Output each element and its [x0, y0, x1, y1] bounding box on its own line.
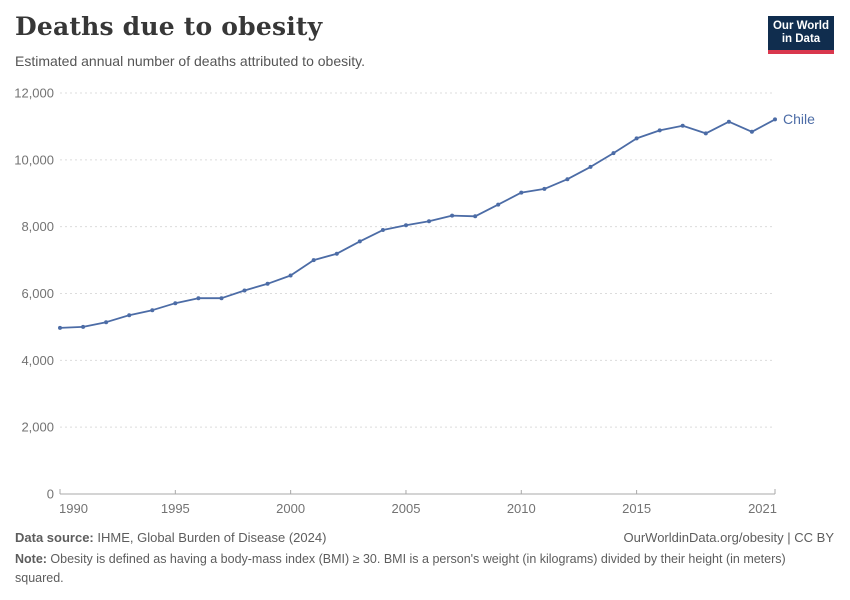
data-point-chile-1998[interactable] [242, 288, 247, 293]
data-point-chile-2013[interactable] [588, 164, 593, 169]
data-point-chile-1992[interactable] [104, 320, 109, 325]
data-point-chile-2008[interactable] [473, 214, 478, 219]
x-tick-label-2015: 2015 [622, 501, 651, 516]
series-end-label-chile[interactable]: Chile [783, 111, 815, 127]
y-tick-label-12000: 12,000 [14, 86, 54, 101]
data-point-chile-2002[interactable] [334, 251, 339, 256]
data-point-chile-1991[interactable] [81, 324, 86, 329]
data-point-chile-2018[interactable] [703, 131, 708, 136]
x-tick-label-2021: 2021 [748, 501, 777, 516]
data-point-chile-2021[interactable] [773, 117, 777, 122]
owid-logo-line2: in Data [781, 33, 821, 45]
owid-url-link[interactable]: OurWorldinData.org/obesity | CC BY [623, 530, 835, 545]
data-point-chile-2019[interactable] [726, 119, 731, 124]
x-tick-label-2000: 2000 [276, 501, 305, 516]
y-tick-label-2000: 2,000 [21, 420, 54, 435]
x-tick-label-1990: 1990 [59, 501, 88, 516]
data-point-chile-1996[interactable] [196, 296, 201, 301]
y-tick-label-8000: 8,000 [21, 219, 54, 234]
data-source-text: IHME, Global Burden of Disease (2024) [93, 530, 327, 545]
y-tick-label-4000: 4,000 [21, 353, 54, 368]
data-point-chile-1997[interactable] [219, 296, 224, 301]
data-point-chile-1990[interactable] [58, 325, 62, 330]
data-point-chile-2003[interactable] [357, 239, 362, 244]
owid-logo-line1: Our World [772, 20, 829, 32]
data-point-chile-1995[interactable] [173, 301, 178, 306]
owid-logo[interactable]: Our World in Data [768, 16, 834, 54]
data-source-label: Data source: [15, 530, 94, 545]
data-point-chile-2011[interactable] [542, 186, 547, 191]
data-point-chile-2005[interactable] [404, 223, 408, 228]
footer-row: Data source: IHME, Global Burden of Dise… [15, 530, 834, 545]
x-tick-label-1995: 1995 [161, 501, 190, 516]
note-text: Obesity is defined as having a body-mass… [15, 552, 786, 586]
note-label: Note: [15, 552, 47, 566]
data-point-chile-2014[interactable] [611, 151, 616, 156]
chart-subtitle: Estimated annual number of deaths attrib… [15, 53, 365, 69]
data-point-chile-2000[interactable] [288, 273, 293, 278]
y-tick-label-0: 0 [47, 487, 54, 502]
footer-note: Note: Obesity is defined as having a bod… [15, 550, 827, 589]
y-tick-label-10000: 10,000 [14, 152, 54, 167]
data-point-chile-2012[interactable] [565, 177, 570, 182]
data-point-chile-2007[interactable] [450, 213, 455, 218]
data-point-chile-2017[interactable] [680, 123, 685, 128]
x-tick-label-2005: 2005 [392, 501, 421, 516]
data-point-chile-2004[interactable] [380, 228, 385, 232]
data-source: Data source: IHME, Global Burden of Dise… [15, 530, 326, 545]
data-point-chile-2015[interactable] [634, 136, 639, 141]
series-line-chile[interactable] [59, 118, 776, 329]
data-point-chile-1993[interactable] [127, 313, 132, 318]
data-point-chile-1999[interactable] [265, 281, 270, 286]
data-point-chile-2009[interactable] [496, 202, 501, 207]
page-title: Deaths due to obesity [15, 12, 323, 41]
data-point-chile-2016[interactable] [657, 128, 662, 133]
data-point-chile-2001[interactable] [311, 258, 316, 263]
data-point-chile-1994[interactable] [150, 308, 155, 313]
x-tick-label-2010: 2010 [507, 501, 536, 516]
y-tick-label-6000: 6,000 [21, 286, 54, 301]
data-point-chile-2020[interactable] [749, 129, 754, 134]
data-point-chile-2010[interactable] [519, 190, 524, 195]
data-point-chile-2006[interactable] [427, 219, 431, 224]
